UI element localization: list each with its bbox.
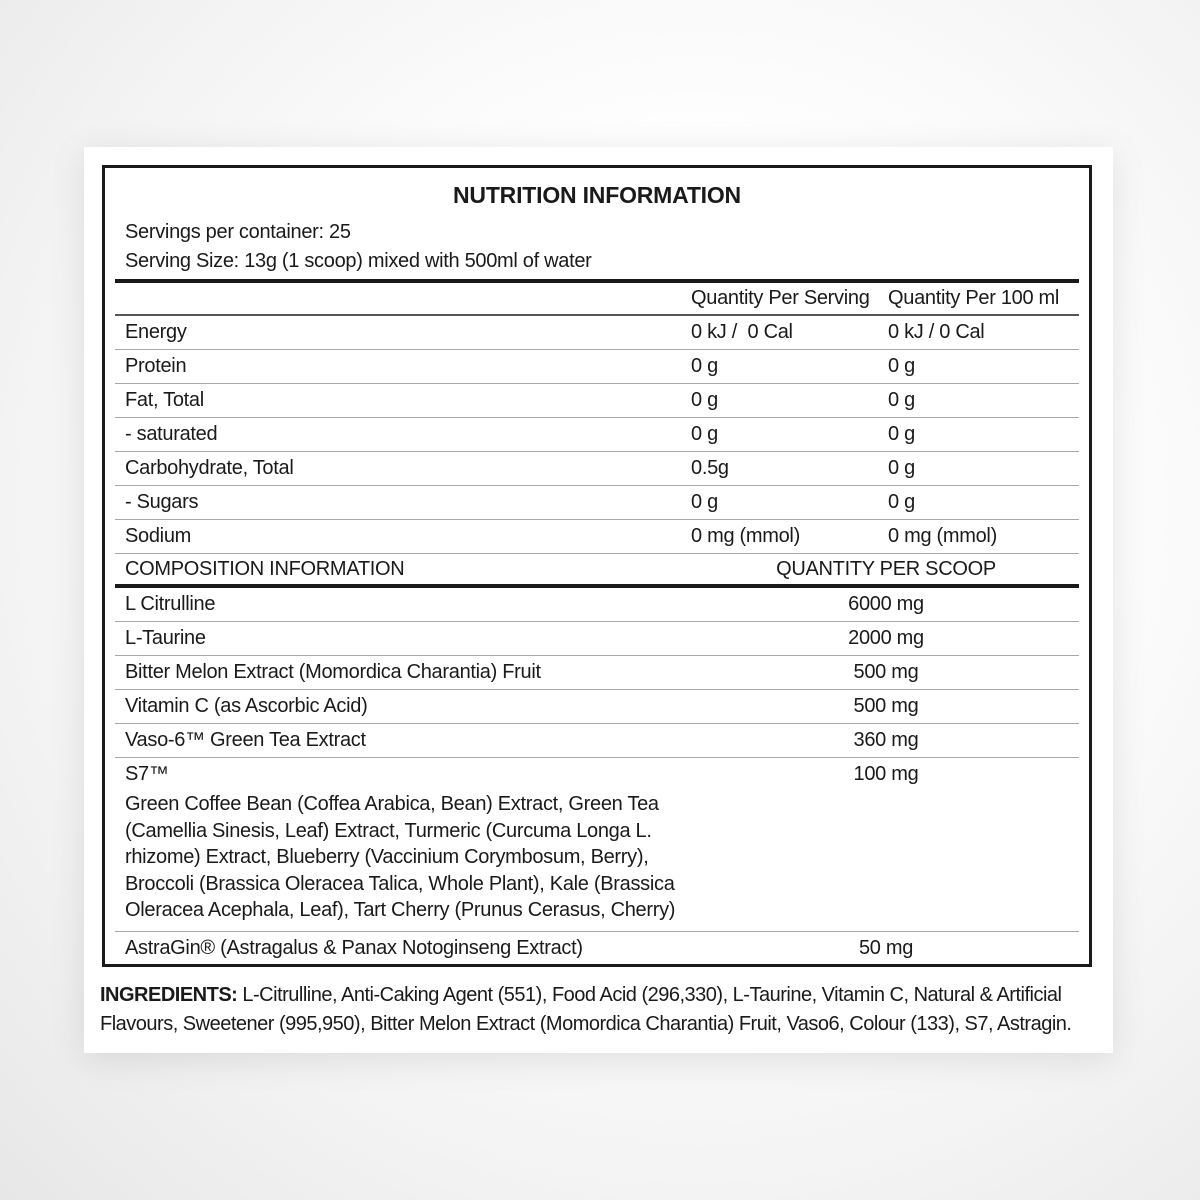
ingredient-quantity: 500 mg [853,695,919,717]
nutrient-name: Carbohydrate, Total [125,457,294,479]
ingredients-text: L-Citrulline, Anti-Caking Agent (551), F… [100,984,1072,1035]
ingredient-name: Bitter Melon Extract (Momordica Charanti… [125,661,541,683]
nutrient-name: - Sugars [125,491,199,513]
ingredient-quantity: 50 mg [858,936,914,959]
nutrient-name: - saturated [125,423,218,445]
nutrient-per-serving-value: 0 kJ / 0 Cal [691,321,793,343]
nutrition-label-card: NUTRITION INFORMATION Servings per conta… [84,147,1113,1053]
ingredients-statement: INGREDIENTS: L-Citrulline, Anti-Caking A… [100,981,1100,1039]
nutrient-name: Fat, Total [125,389,204,411]
table-row: - saturated 0 g 0 g [115,418,1079,452]
table-row: Carbohydrate, Total 0.5g 0 g [115,452,1079,486]
ingredient-name: L-Taurine [125,627,206,649]
composition-header-quantity: QUANTITY PER SCOOP [776,557,996,580]
table-row: Protein 0 g 0 g [115,350,1079,384]
nutrition-panel: NUTRITION INFORMATION Servings per conta… [102,165,1092,967]
ingredient-quantity: 360 mg [853,729,919,751]
table-row: AstraGin® (Astragalus & Panax Notoginsen… [115,932,1079,965]
nutrient-name: Sodium [125,525,192,547]
ingredient-quantity: 100 mg [853,763,919,785]
nutrition-table-header: Quantity Per Serving Quantity Per 100 ml [115,283,1079,316]
nutrient-per-100ml-value: 0 g [888,423,915,445]
nutrient-per-100ml-value: 0 mg (mmol) [888,525,997,547]
ingredient-name: Vitamin C (as Ascorbic Acid) [125,695,368,717]
serving-info: Servings per container: 25 Serving Size:… [125,218,1069,276]
table-row: L-Taurine 2000 mg [115,622,1079,656]
ingredient-name: L Citrulline [125,593,216,615]
nutrient-per-100ml-value: 0 kJ / 0 Cal [888,321,985,343]
nutrient-per-100ml-value: 0 g [888,355,915,377]
nutrient-name: Energy [125,321,187,343]
table-row: L Citrulline 6000 mg [115,588,1079,622]
nutrition-rows: Energy 0 kJ / 0 Cal 0 kJ / 0 Cal Protein… [105,316,1089,554]
divider [115,279,1079,283]
nutrient-per-serving-value: 0 g [691,423,718,445]
table-row: Energy 0 kJ / 0 Cal 0 kJ / 0 Cal [115,316,1079,350]
serving-size: Serving Size: 13g (1 scoop) mixed with 5… [125,250,592,272]
ingredient-name: Vaso-6™ Green Tea Extract [125,729,366,751]
nutrient-per-serving-value: 0 g [691,355,718,377]
table-row: S7™ 100 mg Green Coffee Bean (Coffea Ara… [115,758,1079,932]
panel-title: NUTRITION INFORMATION [453,182,741,208]
servings-per-container: Servings per container: 25 [125,221,351,243]
column-header-per-100ml: Quantity Per 100 ml [888,287,1060,309]
ingredient-quantity: 500 mg [853,661,919,683]
table-row: - Sugars 0 g 0 g [115,486,1079,520]
ingredient-quantity: 6000 mg [848,593,924,615]
ingredient-name: AstraGin® (Astragalus & Panax Notoginsen… [125,936,583,959]
nutrient-per-serving-value: 0 mg (mmol) [691,525,800,547]
table-row: Bitter Melon Extract (Momordica Charanti… [115,656,1079,690]
nutrient-per-serving-value: 0.5g [691,457,729,479]
nutrient-name: Protein [125,355,187,377]
nutrient-per-serving-value: 0 g [691,389,718,411]
nutrient-per-100ml-value: 0 g [888,457,915,479]
table-row: Vaso-6™ Green Tea Extract 360 mg [115,724,1079,758]
column-header-per-serving: Quantity Per Serving [691,287,870,309]
ingredient-name: S7™ [125,763,169,785]
nutrient-per-100ml-value: 0 g [888,389,915,411]
table-row: Sodium 0 mg (mmol) 0 mg (mmol) [115,520,1079,554]
composition-table-header: COMPOSITION INFORMATION QUANTITY PER SCO… [115,554,1079,588]
table-row: Fat, Total 0 g 0 g [115,384,1079,418]
ingredient-description: Green Coffee Bean (Coffea Arabica, Bean)… [125,793,676,921]
nutrient-per-serving-value: 0 g [691,491,718,513]
composition-header-label: COMPOSITION INFORMATION [125,557,405,580]
composition-rows: L Citrulline 6000 mg L-Taurine 2000 mg B… [105,588,1089,965]
ingredients-label: INGREDIENTS: [100,984,238,1006]
table-row: Vitamin C (as Ascorbic Acid) 500 mg [115,690,1079,724]
ingredient-quantity: 2000 mg [848,627,924,649]
nutrient-per-100ml-value: 0 g [888,491,915,513]
